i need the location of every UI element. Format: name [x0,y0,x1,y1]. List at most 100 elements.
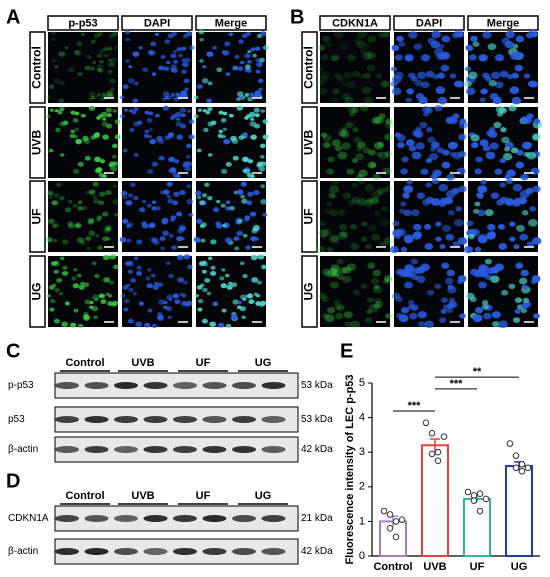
cell [173,159,180,164]
data-point [476,490,484,498]
cell [49,108,54,112]
cell [370,277,380,285]
cell [200,222,208,228]
cell [505,30,515,39]
cell [402,192,410,199]
cell [188,45,195,50]
data-point [518,467,526,475]
cell [48,285,55,290]
cell [383,275,393,282]
cell [427,136,436,144]
cell [240,60,245,65]
cell [318,229,329,238]
cell [499,157,507,164]
cell [514,297,523,304]
cell [172,31,178,36]
cell [396,134,406,142]
cell [509,236,516,242]
micrograph [119,181,194,252]
cell [519,233,529,241]
cell [185,143,192,149]
cell [102,134,109,140]
cell [221,268,226,272]
cell [487,43,497,51]
cell [431,141,440,149]
cell [253,107,261,113]
cell [73,50,79,55]
cell [98,200,105,206]
data-point [392,518,400,525]
cell [147,50,153,55]
cell [262,212,268,217]
cell [252,53,257,58]
cell [369,162,377,168]
cell [220,283,227,289]
cell [324,41,332,47]
blot-label: p53 [8,414,25,425]
cell [477,185,488,194]
cell [171,245,177,250]
cell [239,261,245,266]
cell [373,141,384,150]
cell [170,64,177,70]
cell [351,196,361,204]
cell [253,189,260,196]
cell [59,106,65,112]
cell [326,168,334,175]
cell [336,304,345,311]
cell [494,81,504,89]
cell [123,307,129,312]
cell [244,215,251,220]
cell [420,81,430,89]
cell [437,72,445,79]
cell [53,78,61,84]
band [261,446,286,453]
cell [151,206,157,211]
cell [357,178,366,185]
micrograph [193,181,268,252]
cell [84,66,90,71]
column-header: Merge [215,17,247,29]
cell [372,173,381,181]
cell [479,271,487,278]
cell [98,31,104,36]
cell [221,308,227,313]
cell [255,69,261,74]
cell [222,111,228,116]
cell [480,88,488,95]
cell [384,133,393,140]
cell [260,300,267,306]
cell [172,172,180,178]
cell [228,32,234,37]
blot-label: CDKN1A [8,513,49,524]
cell [356,146,363,152]
cell [262,134,269,140]
cell [130,277,137,283]
cell [80,281,85,286]
cell [445,190,456,199]
cell [384,134,392,141]
header-box [393,15,465,31]
cell [327,268,338,277]
cell [327,156,335,163]
cell [56,182,62,187]
cell [100,111,108,118]
row-label: UVB [30,130,44,156]
cell [318,292,327,300]
cell [77,200,83,205]
cell [335,312,344,320]
cell [242,132,248,137]
cell [346,81,356,89]
cell [476,192,484,199]
band [84,382,109,389]
cell [72,168,80,175]
cell [228,113,233,118]
cell [89,300,94,305]
cell [168,156,175,162]
cell [523,151,530,157]
cell [254,90,262,96]
row-label: Control [302,46,316,89]
cell [533,118,541,125]
cell [62,120,69,126]
cell [438,317,447,324]
